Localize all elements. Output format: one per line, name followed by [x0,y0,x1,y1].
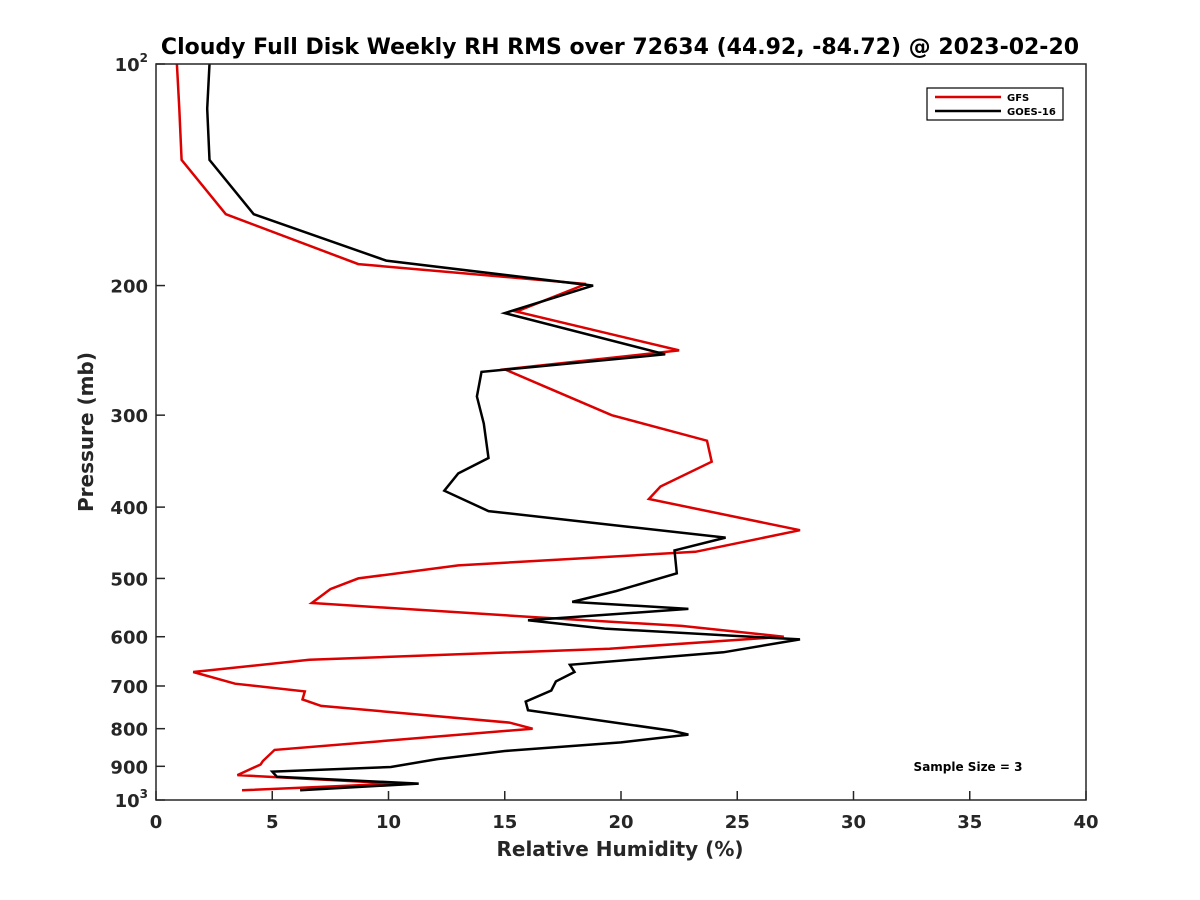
y-tick-exponent: 3 [140,787,148,801]
x-tick-label: 0 [150,812,163,833]
legend-entry: GOES-16 [1007,107,1056,118]
x-axis: 0 5 10 15 20 25 30 35 40 [150,791,1099,833]
x-tick-label: 35 [957,812,982,833]
x-tick-label: 25 [725,812,750,833]
x-tick-label: 20 [608,812,633,833]
y-tick-label: 900 [110,757,148,778]
series-line-goes-16 [205,63,801,792]
y-tick-label: 500 [110,569,148,590]
y-axis-label: Pressure (mb) [74,352,98,512]
x-tick-label: 40 [1073,812,1098,833]
y-tick-label: 200 [110,277,148,298]
x-axis-label: Relative Humidity (%) [496,837,743,861]
series-layer [175,63,801,792]
y-tick-label: 600 [110,628,148,649]
y-tick-label: 700 [110,677,148,698]
y-tick-label: 800 [110,720,148,741]
y-tick-exponent: 2 [140,51,148,65]
series-line-gfs [175,63,801,792]
chart-title: Cloudy Full Disk Weekly RH RMS over 7263… [161,35,1079,60]
y-tick-base: 10 [115,791,140,812]
legend-entry: GFS [1007,93,1029,104]
legend: GFS GOES-16 [926,87,1064,121]
sample-size-annotation: Sample Size = 3 [914,760,1023,774]
y-tick-label: 400 [110,498,148,519]
x-tick-label: 10 [376,812,401,833]
y-tick-label: 103 [115,787,148,812]
legend-box [926,87,1064,121]
x-tick-label: 30 [841,812,866,833]
y-tick-base: 10 [115,55,140,76]
x-tick-label: 15 [492,812,517,833]
y-tick-label: 300 [110,406,148,427]
x-tick-label: 5 [266,812,279,833]
y-tick-label: 102 [115,51,148,76]
